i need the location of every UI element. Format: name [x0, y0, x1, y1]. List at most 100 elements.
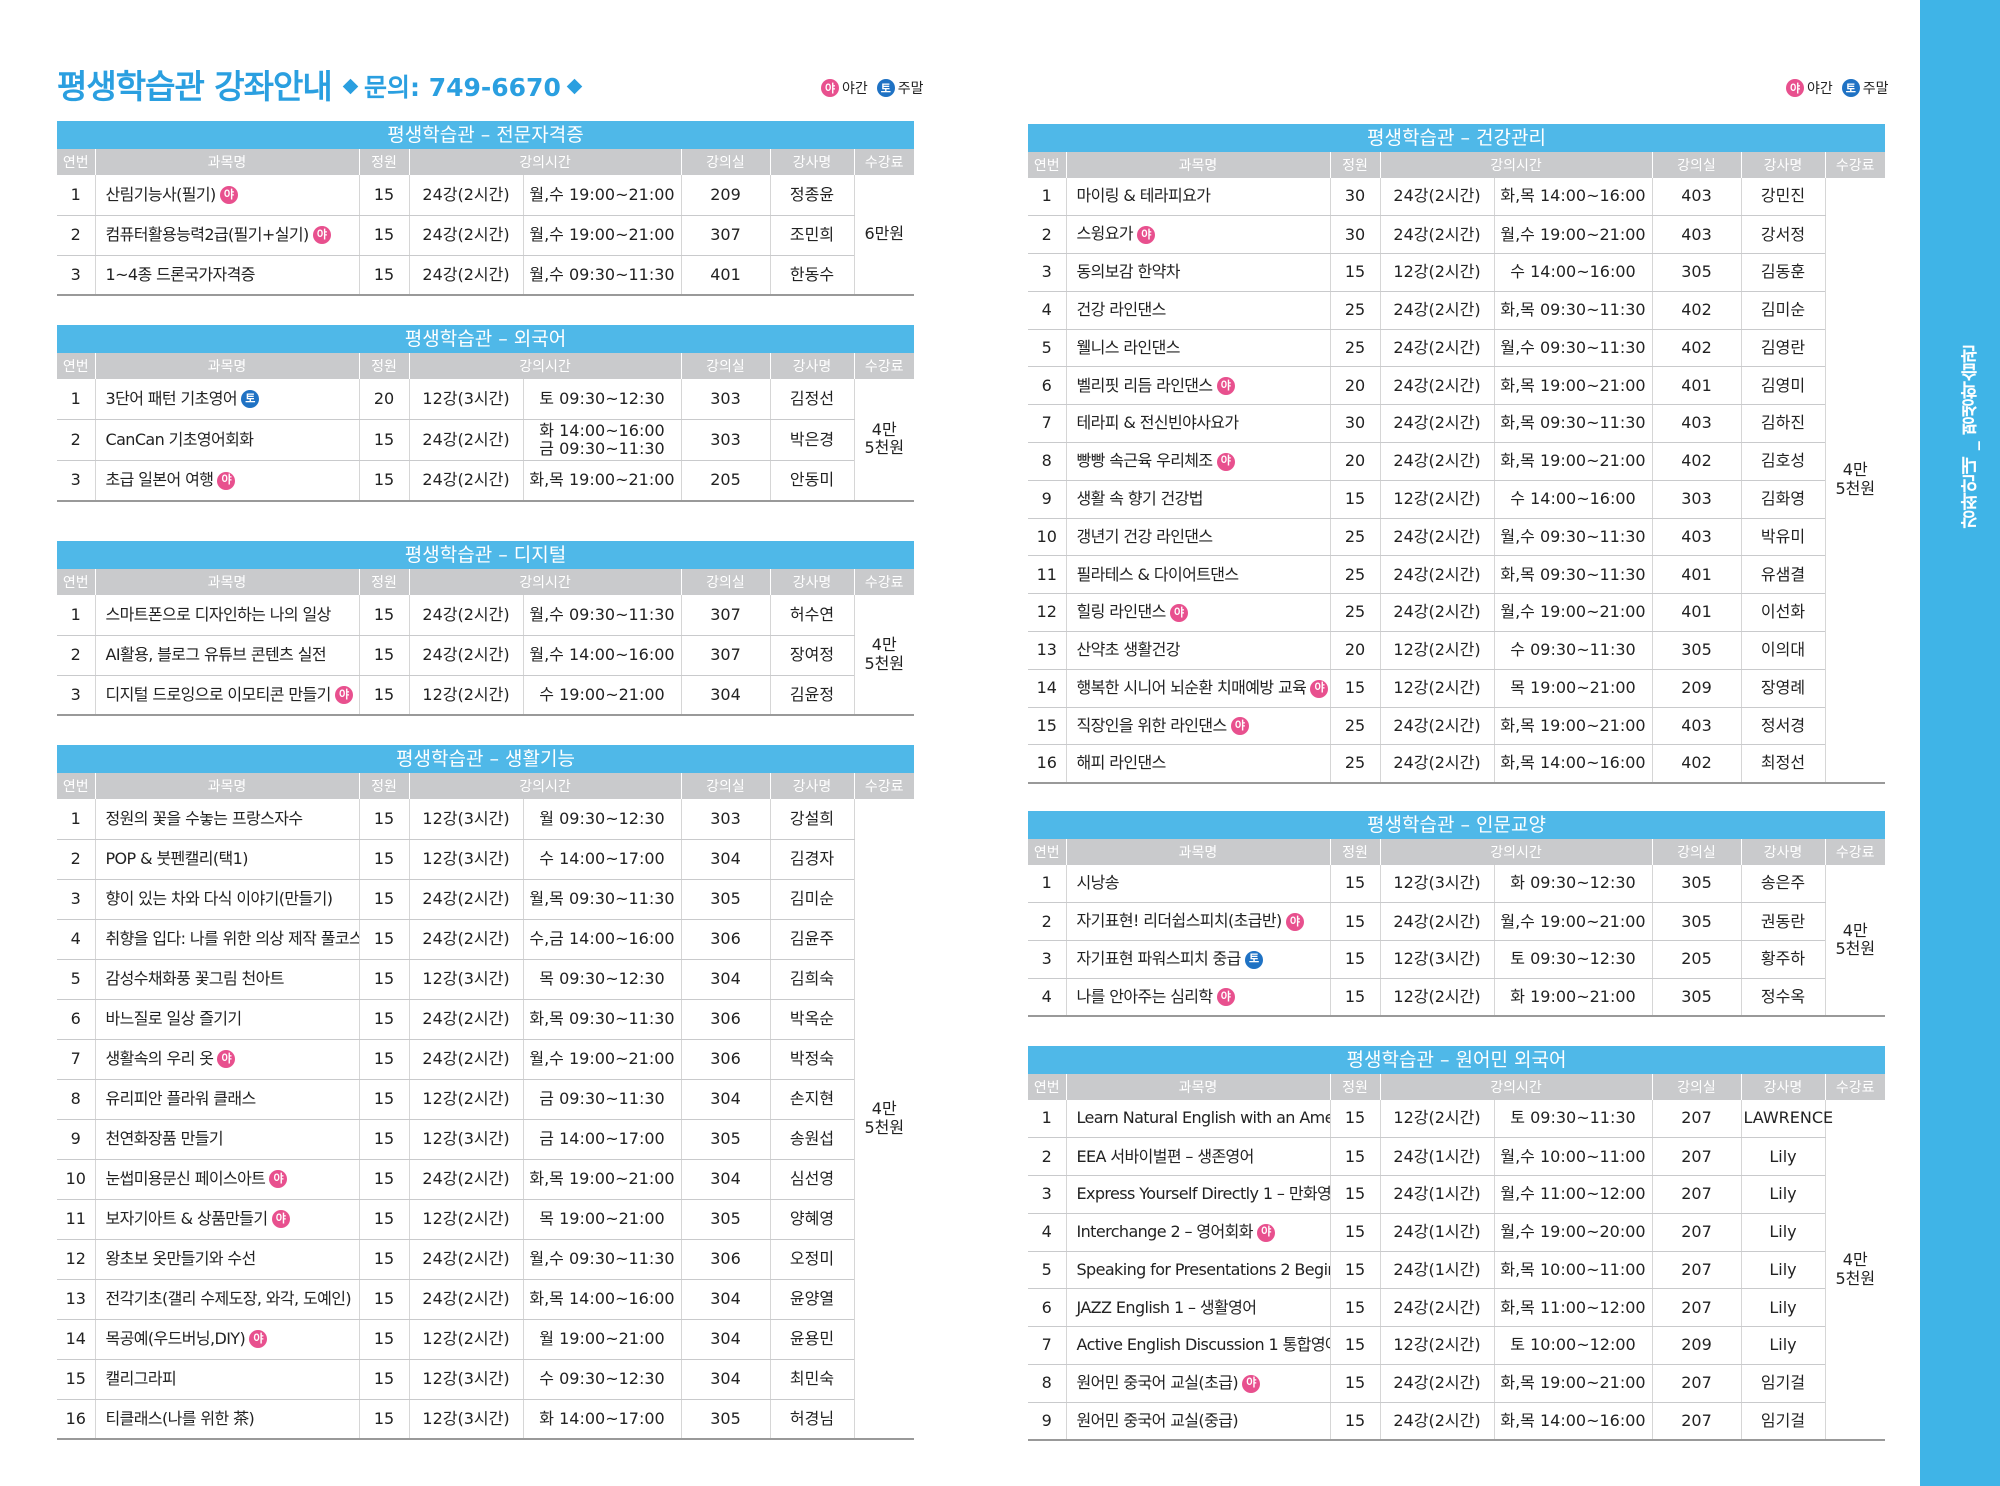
teacher: Lily: [1740, 1251, 1825, 1290]
hours: 24강(2시간): [1379, 593, 1494, 633]
column-header: 강의실: [680, 353, 770, 379]
time: 화 14:00~17:00: [522, 1399, 681, 1440]
room: 307: [680, 635, 770, 676]
column-header: 강사명: [1740, 839, 1825, 865]
row: 2 EEA 서바이벌편 – 생존영어 15 24강(1시간) 월,수 10:00~11:…: [1028, 1137, 1885, 1177]
teacher: 황주하: [1740, 940, 1825, 979]
column-header: 정원: [1329, 839, 1380, 865]
time: 수 14:00~16:00: [1493, 480, 1652, 519]
row: 4 건강 라인댄스 25 24강(2시간) 화,목 09:30~11:30 402 김미순: [1028, 291, 1885, 330]
hours: 24강(2시간): [408, 175, 523, 216]
cap: 15: [358, 879, 409, 920]
time: 수 14:00~17:00: [522, 839, 681, 880]
row: 9 생활 속 향기 건강법 15 12강(2시간) 수 14:00~16:00 303 김화…: [1028, 480, 1885, 519]
hours: 24강(2시간): [1379, 215, 1494, 255]
row: 15 캘리그라피 15 12강(3시간) 수 09:30~12:30 304 최민숙: [57, 1359, 914, 1400]
time: 화 19:00~21:00: [1493, 978, 1652, 1018]
time: 월,수 14:00~16:00: [522, 635, 681, 676]
column-header: 정원: [358, 773, 409, 799]
time: 월,수 19:00~21:00: [1493, 902, 1652, 942]
name-text: 보자기아트 & 상품만들기: [105, 1208, 269, 1228]
column-header: 강의시간: [408, 353, 681, 379]
badge: 야: [334, 686, 353, 704]
teacher: 이의대: [1740, 631, 1825, 670]
column-header: 정원: [1329, 1074, 1380, 1100]
course-name: 초급 일본어 여행 야: [94, 460, 359, 502]
hours: 12강(2시간): [1379, 480, 1494, 519]
cap: 25: [1329, 291, 1380, 330]
no: 2: [57, 635, 95, 676]
page-title: 평생학습관 강좌안내: [57, 67, 333, 106]
cap: 25: [1329, 744, 1380, 784]
legend: 야 야간 토 주말: [815, 78, 924, 98]
room: 304: [680, 839, 770, 880]
table: 연번 과목명 정원 강의시간 강의실 강사명 수강료 1 스마트폰으로 디자인하는 나의 일상 1…: [57, 569, 914, 716]
fee: 4만 5천원: [853, 799, 914, 1440]
name-text: 목공예(우드버닝,DIY): [105, 1328, 246, 1348]
time: 화,목 10:00~11:00: [1493, 1251, 1652, 1290]
row: 5 감성수채화풍 꽃그림 천아트 15 12강(3시간) 목 09:30~12:30 30…: [57, 959, 914, 1000]
time: 금 09:30~11:30: [522, 1079, 681, 1120]
row: 3 동의보감 한약차 15 12강(2시간) 수 14:00~16:00 305 김동훈: [1028, 253, 1885, 292]
time: 토 09:30~11:30: [1493, 1100, 1652, 1139]
cap: 15: [1329, 669, 1380, 708]
teacher: 박유미: [1740, 518, 1825, 557]
room: 306: [680, 1039, 770, 1080]
hours: 12강(3시간): [408, 1399, 523, 1440]
legend-badge: 토: [1841, 79, 1860, 97]
badge: 야: [219, 186, 238, 204]
cap: 15: [358, 959, 409, 1000]
room: 304: [680, 1079, 770, 1120]
cap: 15: [358, 595, 409, 636]
name-text: 1~4종 드론국가자격증: [105, 264, 256, 284]
column-header: 강의시간: [408, 569, 681, 595]
course-name: 자기표현 파워스피치 중급 토: [1065, 940, 1330, 979]
name-text: 원어민 중국어 교실(중급): [1076, 1410, 1239, 1430]
hours: 24강(2시간): [1379, 291, 1494, 330]
row: 11 보자기아트 & 상품만들기 야 15 12강(2시간) 목 19:00~21:00 3…: [57, 1199, 914, 1240]
name-text: POP & 붓펜캘리(택1): [105, 848, 249, 868]
column-header: 연번: [57, 353, 95, 379]
badge: 야: [249, 1330, 268, 1349]
teacher: 김동훈: [1740, 253, 1825, 292]
row: 4 나를 안아주는 심리학 야 15 12강(2시간) 화 19:00~21:00 305 정…: [1028, 978, 1885, 1018]
row: 16 해피 라인댄스 25 24강(2시간) 화,목 14:00~16:00 402 최정선: [1028, 744, 1885, 784]
teacher: 김희숙: [769, 959, 854, 1000]
room: 205: [680, 460, 770, 502]
table-title: 평생학습관 – 외국어: [57, 325, 914, 353]
no: 16: [57, 1399, 95, 1440]
no: 1: [57, 175, 95, 216]
name-text: 생활 속 향기 건강법: [1076, 489, 1204, 509]
name-text: 눈썹미용문신 페이스아트: [105, 1168, 266, 1188]
column-header: 강의시간: [1379, 1074, 1652, 1100]
time: 월,수 19:00~20:00: [1493, 1213, 1652, 1252]
no: 9: [1028, 1402, 1066, 1442]
course-name: 생활 속 향기 건강법: [1065, 480, 1330, 519]
inquiry: 문의: 749-6670: [342, 68, 583, 104]
name-text: 스윙요가: [1076, 224, 1134, 244]
hours: 24강(2시간): [408, 595, 523, 636]
no: 2: [57, 215, 95, 256]
teacher: 장여정: [769, 635, 854, 676]
course-name: 눈썹미용문신 페이스아트 야: [94, 1159, 359, 1200]
cap: 30: [1329, 215, 1380, 255]
cap: 25: [1329, 518, 1380, 557]
teacher: 양혜영: [769, 1199, 854, 1240]
time: 금 14:00~17:00: [522, 1119, 681, 1160]
course-name: Express Yourself Directly 1 – 만화영어: [1065, 1175, 1330, 1214]
teacher: Lily: [1740, 1175, 1825, 1214]
side-tab: [1920, 0, 2000, 1486]
row: 7 테라피 & 전신빈야사요가 30 24강(2시간) 화,목 09:30~11:30 4…: [1028, 404, 1885, 444]
no: 15: [57, 1359, 95, 1400]
row: 13 전각기초(갤리 수제도장, 와각, 도예인) 15 24강(2시간) 화,목 14…: [57, 1279, 914, 1320]
table: 연번 과목명 정원 강의시간 강의실 강사명 수강료 1 산림기능사(필기) 야 15 24강(2시간…: [57, 149, 914, 296]
course-name: 스마트폰으로 디자인하는 나의 일상: [94, 595, 359, 636]
no: 10: [1028, 518, 1066, 557]
course-name: 시낭송: [1065, 865, 1330, 904]
room: 304: [680, 959, 770, 1000]
row: 14 목공예(우드버닝,DIY) 야 15 12강(2시간) 월 19:00~21:00 3…: [57, 1319, 914, 1360]
row: 6 바느질로 일상 즐기기 15 24강(2시간) 화,목 09:30~11:30 306…: [57, 999, 914, 1040]
header-row: 연번 과목명 정원 강의시간 강의실 강사명 수강료: [1028, 1074, 1885, 1100]
hours: 12강(2시간): [1379, 978, 1494, 1018]
